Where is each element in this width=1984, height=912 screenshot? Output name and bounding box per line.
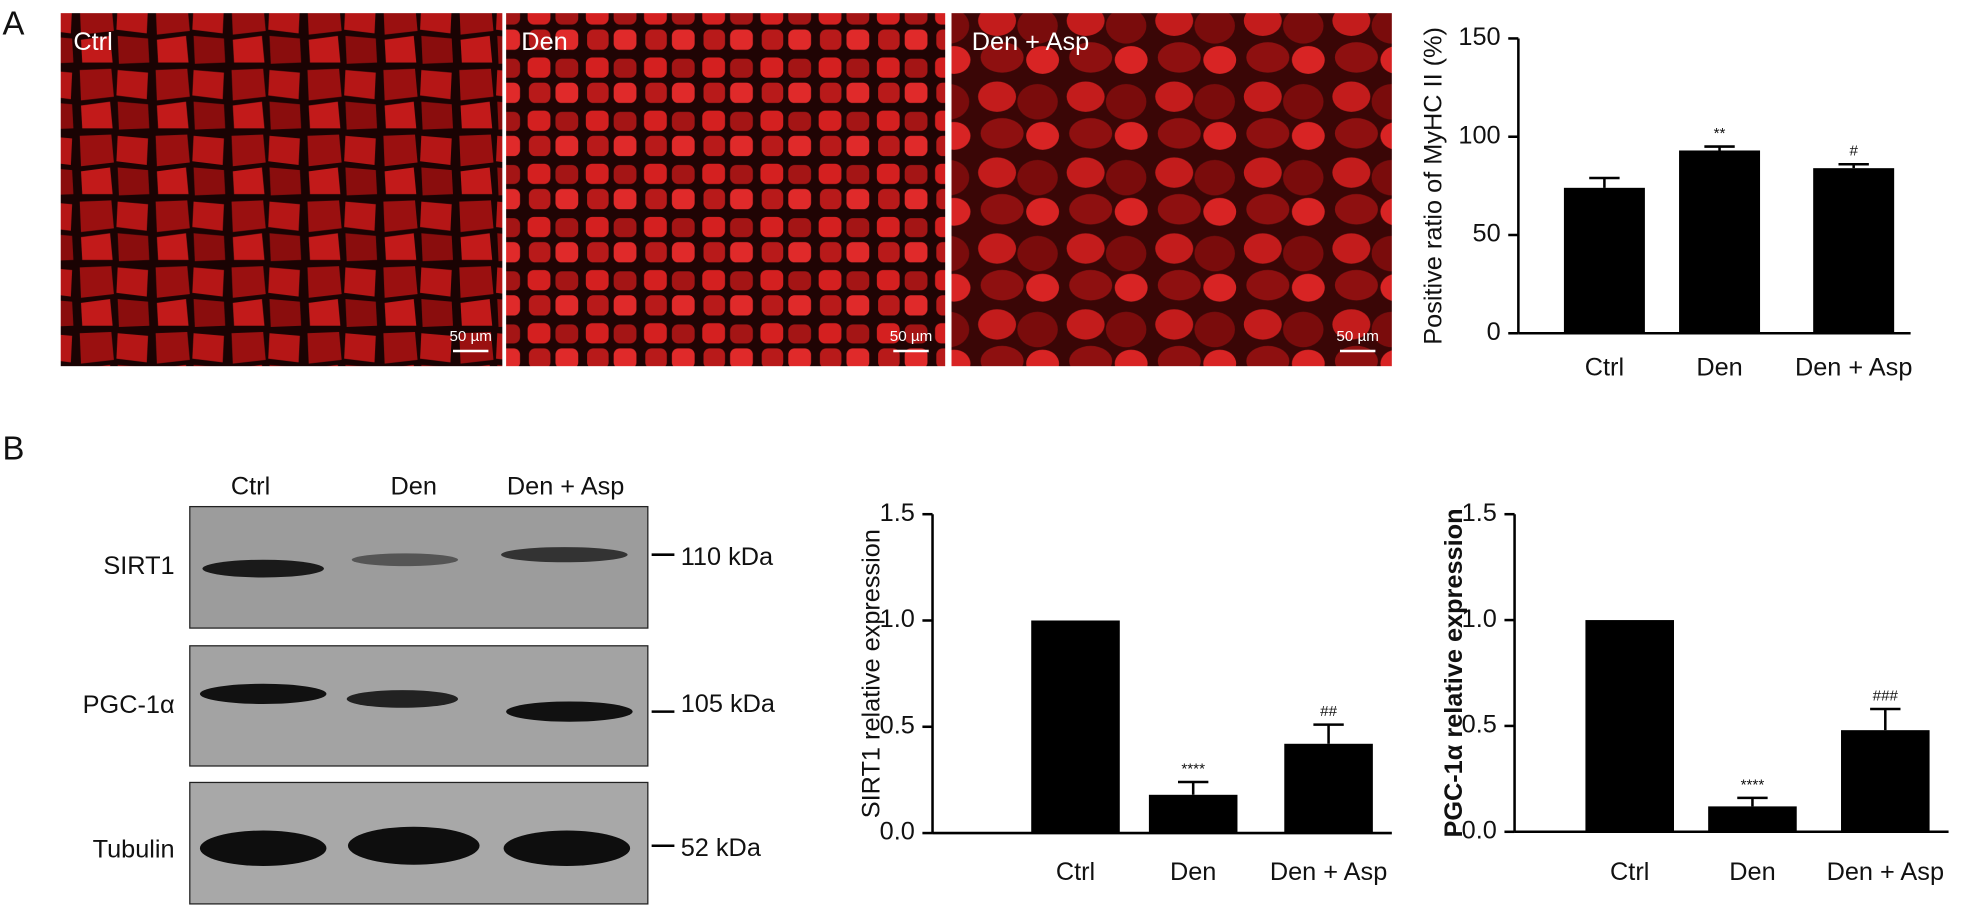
protein-label: Tubulin [93,835,175,863]
significance-label: **** [1741,776,1765,793]
error-bar [1838,162,1869,169]
y-tick-label: 0.0 [880,818,915,846]
significance-label: **** [1181,760,1205,777]
micrograph [951,13,1392,367]
bar [1585,620,1674,832]
significance-label: ### [1873,687,1899,704]
error-bar [1178,780,1209,795]
error-bar [1704,145,1735,151]
x-tick-label: Ctrl [1056,858,1095,886]
x-tick-label: Den + Asp [1795,353,1912,381]
micrograph-label: Den + Asp [972,28,1089,56]
y-tick-label: 0 [1487,318,1501,346]
bar [1841,730,1930,832]
bar [1148,794,1238,834]
lane-label: Ctrl [231,472,270,500]
y-tick-label: 150 [1458,23,1500,51]
x-tick-label: Ctrl [1585,353,1624,381]
y-axis-label: Positive ratio of MyHC II (%) [1420,27,1448,345]
x-tick-label: Den [1696,353,1742,381]
x-tick-label: Den [1170,858,1216,886]
significance-label: ** [1714,125,1726,142]
y-tick-label: 50 [1473,220,1501,248]
y-tick-label: 1.0 [1462,605,1497,633]
y-tick-label: 100 [1458,121,1500,149]
scale-bar-label: 50 µm [890,328,932,345]
size-label: 105 kDa [681,690,776,718]
size-label: 52 kDa [681,834,762,862]
blot [189,505,649,905]
y-axis-label: SIRT1 relative expression [858,529,886,818]
significance-label: # [1849,143,1858,160]
y-tick-label: 0.5 [1462,711,1497,739]
bar [1708,806,1797,832]
micrograph-label: Den [521,28,567,56]
micrograph [60,13,503,367]
y-tick-label: 1.5 [1462,499,1497,527]
size-label: 110 kDa [681,543,774,571]
protein-label: SIRT1 [103,552,174,580]
error-bar [1589,176,1620,188]
scale-bar-label: 50 µm [1336,328,1378,345]
y-tick-label: 1.0 [880,605,915,633]
lane-label: Den + Asp [507,472,624,500]
micrograph-label: Ctrl [73,28,112,56]
bar [1031,620,1120,834]
error-bar [1313,723,1344,744]
x-tick-label: Den + Asp [1270,858,1387,886]
lane-label: Den [391,472,437,500]
panel-label: B [3,430,25,467]
x-tick-label: Den + Asp [1827,858,1944,886]
error-bar [1737,796,1768,807]
bar [1679,150,1761,334]
micrograph [506,13,946,367]
protein-label: PGC-1α [83,691,175,719]
scale-bar-label: 50 µm [449,328,491,345]
y-tick-label: 1.5 [880,499,915,527]
error-bar [1870,707,1901,731]
y-tick-label: 0.0 [1462,816,1497,844]
panel-label: A [3,4,25,41]
y-axis-label: PGC-1α relative expression [1440,508,1468,837]
x-tick-label: Ctrl [1610,858,1649,886]
bar [1563,187,1645,334]
bar [1813,168,1895,334]
x-tick-label: Den [1729,858,1775,886]
bar [1284,743,1373,834]
significance-label: ## [1320,703,1337,720]
y-tick-label: 0.5 [880,711,915,739]
